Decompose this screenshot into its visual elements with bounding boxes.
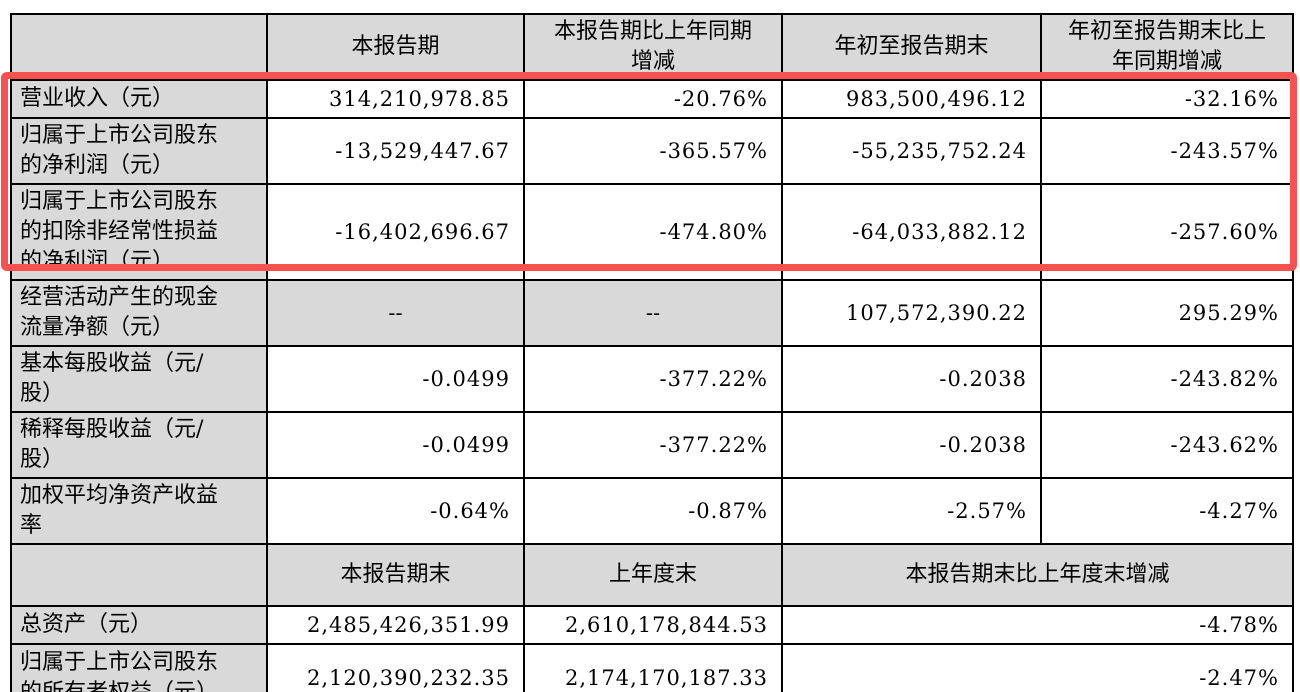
table-header-row-2: 本报告期末 上年度末 本报告期末比上年度末增减 <box>10 543 1294 607</box>
value-cell: 2,120,390,232.35 <box>266 643 525 692</box>
table-row: 归属于上市公司股东 的所有者权益（元） 2,120,390,232.35 2,1… <box>10 643 1294 692</box>
table-row: 归属于上市公司股东 的净利润（元） -13,529,447.67 -365.57… <box>10 117 1294 185</box>
row-label-total-assets: 总资产（元） <box>10 605 268 645</box>
value-cell: -0.2038 <box>781 345 1042 413</box>
value-cell: -243.82% <box>1040 345 1294 413</box>
value-cell: -377.22% <box>523 411 783 479</box>
value-cell: 2,485,426,351.99 <box>266 605 525 645</box>
col-header-current-period-yoy-change: 本报告期比上年同期 增减 <box>523 13 783 81</box>
financial-summary-table: 本报告期 本报告期比上年同期 增减 年初至报告期末 年初至报告期末比上 年同期增… <box>10 13 1294 692</box>
table-row: 基本每股收益（元/ 股） -0.0499 -377.22% -0.2038 -2… <box>10 345 1294 413</box>
value-cell: -4.78% <box>781 605 1294 645</box>
row-label-net-profit: 归属于上市公司股东 的净利润（元） <box>10 117 268 185</box>
value-cell: -257.60% <box>1040 183 1294 281</box>
value-cell: -32.16% <box>1040 79 1294 119</box>
value-cell: -2.57% <box>781 477 1042 545</box>
value-cell: 2,610,178,844.53 <box>523 605 783 645</box>
table-row: 稀释每股收益（元/ 股） -0.0499 -377.22% -0.2038 -2… <box>10 411 1294 479</box>
corner-cell <box>10 13 268 81</box>
value-cell: -0.2038 <box>781 411 1042 479</box>
table-row: 总资产（元） 2,485,426,351.99 2,610,178,844.53… <box>10 605 1294 645</box>
value-cell: -55,235,752.24 <box>781 117 1042 185</box>
value-cell: -64,033,882.12 <box>781 183 1042 281</box>
row-label-owners-equity: 归属于上市公司股东 的所有者权益（元） <box>10 643 268 692</box>
row-label-operating-cash-flow: 经营活动产生的现金 流量净额（元） <box>10 279 268 347</box>
row-label-revenue: 营业收入（元） <box>10 79 268 119</box>
row-label-net-profit-excl-nonrecurring: 归属于上市公司股东 的扣除非经常性损益 的净利润（元） <box>10 183 268 281</box>
value-cell: -365.57% <box>523 117 783 185</box>
col-header-ytd-yoy-change: 年初至报告期末比上 年同期增减 <box>1040 13 1294 81</box>
row-label-diluted-eps: 稀释每股收益（元/ 股） <box>10 411 268 479</box>
value-cell: -0.87% <box>523 477 783 545</box>
table-header-row-1: 本报告期 本报告期比上年同期 增减 年初至报告期末 年初至报告期末比上 年同期增… <box>10 13 1294 81</box>
value-cell: -243.57% <box>1040 117 1294 185</box>
value-cell: -16,402,696.67 <box>266 183 525 281</box>
table-row: 营业收入（元） 314,210,978.85 -20.76% 983,500,4… <box>10 79 1294 119</box>
value-cell: -4.27% <box>1040 477 1294 545</box>
value-cell: -243.62% <box>1040 411 1294 479</box>
value-cell-empty: -- <box>266 279 525 347</box>
value-cell: 295.29% <box>1040 279 1294 347</box>
value-cell: -2.47% <box>781 643 1294 692</box>
col-header-ytd: 年初至报告期末 <box>781 13 1042 81</box>
value-cell: 983,500,496.12 <box>781 79 1042 119</box>
value-cell: 107,572,390.22 <box>781 279 1042 347</box>
value-cell: 2,174,170,187.33 <box>523 643 783 692</box>
row-label-basic-eps: 基本每股收益（元/ 股） <box>10 345 268 413</box>
value-cell: -20.76% <box>523 79 783 119</box>
value-cell: -0.0499 <box>266 411 525 479</box>
col-header-current-period: 本报告期 <box>266 13 525 81</box>
col-header-end-vs-prior-year-change: 本报告期末比上年度末增减 <box>781 543 1294 607</box>
col-header-prior-year-end: 上年度末 <box>523 543 783 607</box>
value-cell: -13,529,447.67 <box>266 117 525 185</box>
table-row: 归属于上市公司股东 的扣除非经常性损益 的净利润（元） -16,402,696.… <box>10 183 1294 281</box>
value-cell: -474.80% <box>523 183 783 281</box>
value-cell: 314,210,978.85 <box>266 79 525 119</box>
value-cell: -0.64% <box>266 477 525 545</box>
value-cell: -0.0499 <box>266 345 525 413</box>
table-row: 加权平均净资产收益 率 -0.64% -0.87% -2.57% -4.27% <box>10 477 1294 545</box>
table-row: 经营活动产生的现金 流量净额（元） -- -- 107,572,390.22 2… <box>10 279 1294 347</box>
value-cell: -377.22% <box>523 345 783 413</box>
col-header-period-end: 本报告期末 <box>266 543 525 607</box>
row-label-weighted-avg-roe: 加权平均净资产收益 率 <box>10 477 268 545</box>
value-cell-empty: -- <box>523 279 783 347</box>
corner-cell <box>10 543 268 607</box>
